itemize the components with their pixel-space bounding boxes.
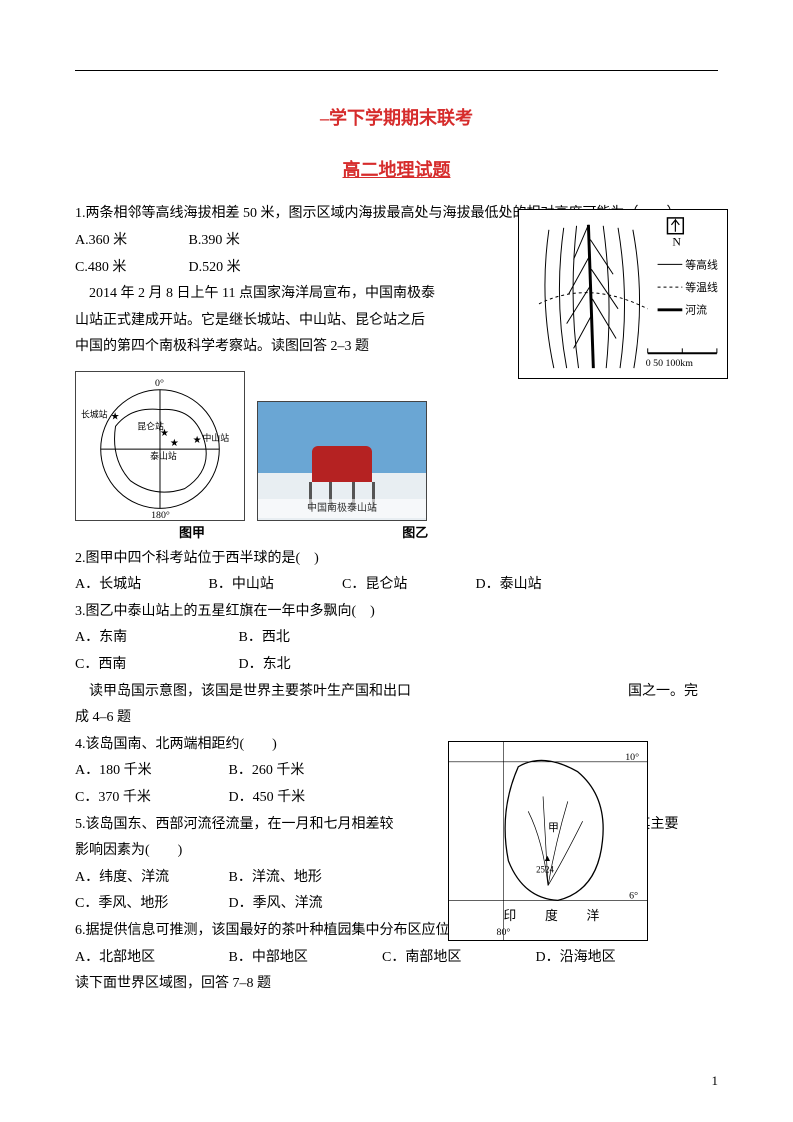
- q4-opt-d: D．450 千米: [229, 785, 306, 812]
- q5-opt-c: C．季风、地形: [75, 891, 225, 918]
- context-2-3: 2014 年 2 月 8 日上午 11 点国家海洋局宣布，中国南极泰山站正式建成…: [75, 281, 435, 361]
- context46a: 读甲岛国示意图，该国是世界主要茶叶生产国和出口: [75, 684, 411, 699]
- exam-title-2: 高二地理试题: [75, 153, 718, 187]
- q6-opt-a: A．北部地区: [75, 945, 225, 972]
- exam-title-1: –学下学期期末联考: [75, 101, 718, 135]
- q3-opt-b: B．西北: [239, 625, 290, 652]
- station-photo-wrap: 中国南极泰山站: [257, 401, 427, 521]
- island-peak: 2524: [536, 865, 554, 875]
- q3-opt-d: D．东北: [239, 652, 291, 679]
- label-taishan: 泰山站: [150, 450, 177, 461]
- q5-text1: 5.该岛国东、西部河流径流量，在一月和七月相差较: [75, 817, 394, 832]
- label-zhongshan: 中山站: [202, 433, 229, 444]
- q4-opt-c: C．370 千米: [75, 785, 225, 812]
- page-number: 1: [712, 1069, 719, 1094]
- q3-opt-c: C．西南: [75, 652, 235, 679]
- contour-map-figure: N 等高线 等温线 河流 0 50 100km: [518, 209, 728, 379]
- svg-text:★: ★: [111, 412, 120, 423]
- q6-opt-b: B．中部地区: [229, 945, 379, 972]
- north-label: N: [672, 235, 681, 249]
- q3-text: 3.图乙中泰山站上的五星红旗在一年中多飘向( ): [75, 599, 718, 626]
- station-photo: 中国南极泰山站: [257, 401, 427, 521]
- figure-captions: 图甲 图乙: [75, 521, 718, 546]
- island-lat10: 10°: [625, 752, 639, 763]
- island-lon80: 80°: [497, 927, 511, 938]
- q2-opts: A．长城站 B．中山站 C．昆仑站 D．泰山站: [75, 572, 718, 599]
- q3-opts-row2: C．西南 D．东北: [75, 652, 718, 679]
- q6-opt-c: C．南部地区: [382, 945, 532, 972]
- q1-opt-a: A.360 米: [75, 228, 185, 255]
- label-changcheng: 长城站: [81, 409, 108, 420]
- photo-caption: 中国南极泰山站: [258, 499, 426, 518]
- context-4-6: 读甲岛国示意图，该国是世界主要茶叶生产国和出口 国之一。完: [75, 679, 718, 706]
- caption-tuyi: 图乙: [208, 521, 428, 546]
- legend-river: 河流: [685, 303, 707, 317]
- label-0deg: 0°: [155, 378, 164, 389]
- q3-opts-row1: A．东南 B．西北: [75, 625, 718, 652]
- q1-opt-b: B.390 米: [189, 228, 240, 255]
- antarctic-map-wrap: 0° 180° ★ ★ ★ ★ 长城站 昆仑站 中山站 泰山站: [75, 371, 245, 521]
- q2-opt-c: C．昆仑站: [342, 572, 472, 599]
- legend-contour: 等高线: [685, 258, 718, 272]
- q4-opt-b: B．260 千米: [229, 758, 305, 785]
- context46b: 国之一。完: [628, 684, 698, 699]
- q2-opt-d: D．泰山站: [476, 572, 542, 599]
- legend-isotherm: 等温线: [685, 280, 718, 294]
- context46c: 成 4–6 题: [75, 705, 718, 732]
- figure-row: 0° 180° ★ ★ ★ ★ 长城站 昆仑站 中山站 泰山站 中国南极泰山站: [75, 371, 427, 521]
- q6-opts: A．北部地区 B．中部地区 C．南部地区 D．沿海地区: [75, 945, 718, 972]
- q5-opt-a: A．纬度、洋流: [75, 865, 225, 892]
- q5-opt-d: D．季风、洋流: [229, 891, 323, 918]
- caption-tujia: 图甲: [75, 521, 205, 546]
- q2-opt-b: B．中山站: [209, 572, 339, 599]
- q3-opt-a: A．东南: [75, 625, 235, 652]
- antarctic-map: 0° 180° ★ ★ ★ ★ 长城站 昆仑站 中山站 泰山站: [75, 371, 245, 521]
- island-ocean: 印 度 洋: [503, 909, 607, 924]
- island-lat6: 6°: [629, 891, 638, 902]
- top-rule: [75, 70, 718, 71]
- q2-opt-a: A．长城站: [75, 572, 205, 599]
- q6-opt-d: D．沿海地区: [536, 945, 616, 972]
- q1-opt-c: C.480 米: [75, 255, 185, 282]
- context-7-8: 读下面世界区域图，回答 7–8 题: [75, 971, 718, 998]
- legend-scale: 0 50 100km: [646, 359, 694, 370]
- svg-text:★: ★: [170, 438, 179, 449]
- island-jia: 甲: [548, 822, 559, 834]
- q5-opt-b: B．洋流、地形: [229, 865, 322, 892]
- q1-opt-d: D.520 米: [189, 255, 241, 282]
- q2-text: 2.图甲中四个科考站位于西半球的是( ): [75, 546, 718, 573]
- content-area: N 等高线 等温线 河流 0 50 100km: [75, 201, 718, 997]
- label-180deg: 180°: [151, 511, 170, 521]
- svg-text:▲: ▲: [543, 853, 552, 863]
- svg-text:★: ★: [193, 436, 202, 447]
- label-kunlun: 昆仑站: [137, 421, 164, 432]
- q4-opt-a: A．180 千米: [75, 758, 225, 785]
- island-map: 10° 6° 80° 甲 ▲ 2524 印 度 洋: [448, 741, 648, 941]
